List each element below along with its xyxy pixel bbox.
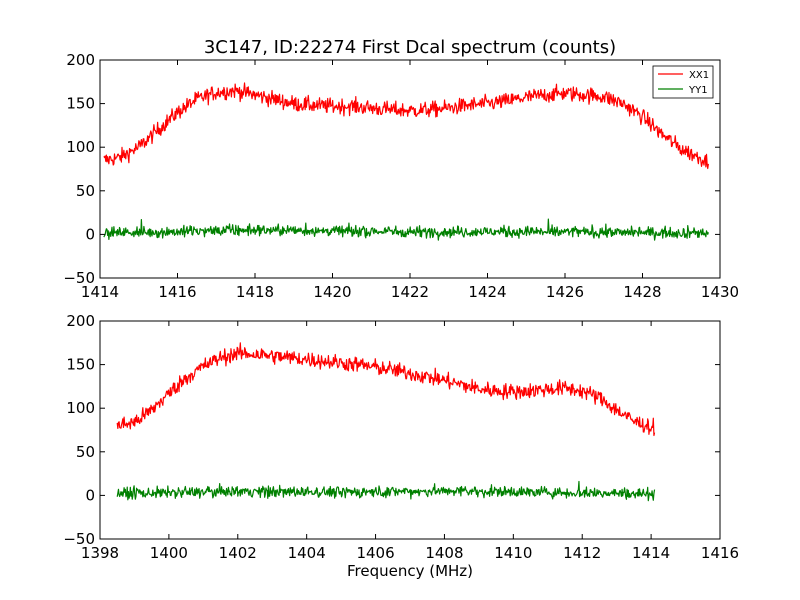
x-tick-label: 1418: [236, 283, 274, 301]
bottom-spectrum-plot: 1398 1400 1402 1404 1406 1408 1410 1412 1414 1416…: [63, 312, 739, 580]
y-tick-label: −50: [63, 269, 95, 287]
top-plot-frame: [99, 59, 721, 279]
y-tick-label: 150: [66, 95, 95, 113]
y-tick-label: 150: [66, 356, 95, 374]
legend-label-xx1: XX1: [689, 70, 709, 81]
series-line-red-bottom: [116, 342, 656, 437]
y-tick-label: 0: [85, 225, 95, 243]
x-tick-label: 1422: [391, 283, 429, 301]
y-tick-label: −50: [63, 530, 95, 548]
legend-box: [652, 65, 714, 99]
top-series-layer: [103, 82, 709, 241]
series-line-xx1-top: [103, 82, 709, 170]
x-tick-label: 1424: [468, 283, 506, 301]
legend: XX1 YY1: [652, 65, 714, 99]
series-line-yy1-top: [103, 218, 709, 241]
top-chart-title: 3C147, ID:22274 First Dcal spectrum (cou…: [204, 37, 616, 58]
bottom-series-layer: [116, 342, 656, 502]
x-tick-label: 1402: [219, 544, 257, 562]
x-tick-label: 1416: [158, 283, 196, 301]
y-tick-label: 200: [66, 312, 95, 330]
top-spectrum-plot: 3C147, ID:22274 First Dcal spectrum (cou…: [63, 37, 739, 301]
x-tick-label: 1408: [425, 544, 463, 562]
y-tick-label: 0: [85, 486, 95, 504]
x-tick-label: 1430: [701, 283, 739, 301]
y-tick-label: 200: [66, 51, 95, 69]
top-ticks-layer: 1414 1416 1418 1420 1422 1424 1426 1428 1430 −50 0…: [63, 51, 739, 301]
bottom-plot-frame: [99, 320, 721, 540]
x-tick-label: 1406: [356, 544, 394, 562]
x-tick-label: 1414: [81, 283, 119, 301]
x-tick-label: 1400: [150, 544, 188, 562]
x-tick-label: 1398: [81, 544, 119, 562]
y-tick-label: 50: [76, 182, 95, 200]
x-tick-label: 1412: [563, 544, 601, 562]
x-axis-label: Frequency (MHz): [347, 562, 473, 580]
x-tick-label: 1420: [313, 283, 351, 301]
series-line-green-bottom: [116, 480, 656, 502]
y-tick-label: 100: [66, 138, 95, 156]
x-tick-label: 1414: [632, 544, 670, 562]
legend-label-yy1: YY1: [688, 85, 708, 96]
bottom-ticks-layer: 1398 1400 1402 1404 1406 1408 1410 1412 1414 1416…: [63, 312, 739, 562]
x-tick-label: 1410: [494, 544, 532, 562]
x-tick-label: 1428: [623, 283, 661, 301]
x-tick-label: 1416: [701, 544, 739, 562]
y-tick-label: 50: [76, 443, 95, 461]
x-tick-label: 1404: [288, 544, 326, 562]
y-tick-label: 100: [66, 399, 95, 417]
x-tick-label: 1426: [546, 283, 584, 301]
